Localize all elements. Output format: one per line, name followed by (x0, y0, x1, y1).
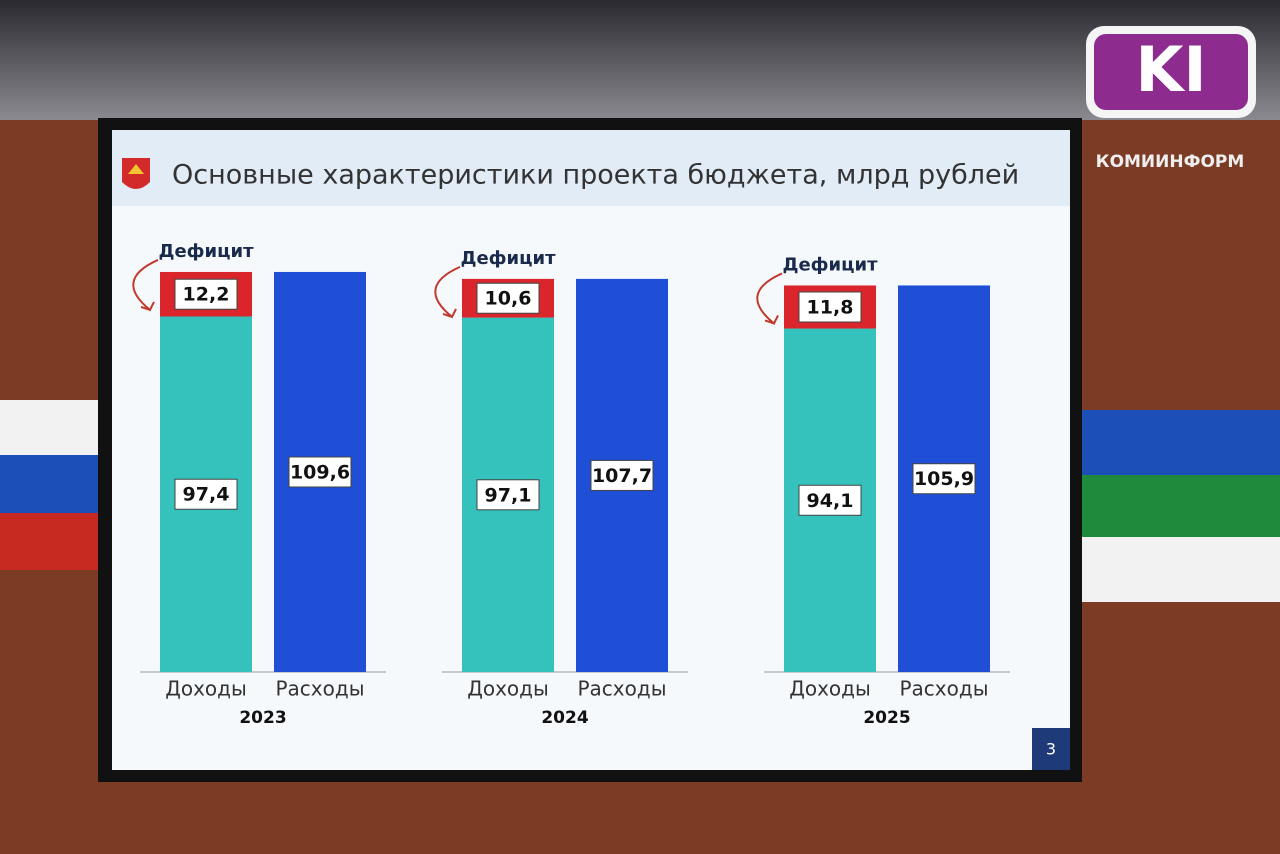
annotation: Дефицит (782, 254, 878, 275)
value-label: 105,9 (914, 468, 974, 490)
flag-stripe (1080, 537, 1280, 602)
group-label: 2025 (863, 708, 910, 728)
value-label-box (288, 456, 352, 488)
flag-stripe (1080, 475, 1280, 537)
page-badge (1032, 728, 1070, 770)
group-label: 2024 (541, 708, 588, 728)
value-label-box (798, 484, 862, 516)
value-label: 12,2 (183, 284, 230, 306)
slide-header (112, 130, 1070, 206)
value-label: 10,6 (485, 288, 532, 310)
x-tick-label: Расходы (577, 677, 666, 701)
value-label-box (476, 479, 540, 511)
value-label: 97,1 (485, 484, 532, 506)
annotation: Дефицит (460, 248, 556, 269)
flag-stripe (0, 400, 100, 455)
x-tick-label: Доходы (165, 677, 247, 701)
value-label: 94,1 (807, 490, 854, 512)
x-tick-label: Расходы (899, 677, 988, 701)
value-label-box (590, 459, 654, 491)
value-label: 97,4 (183, 484, 230, 506)
page-number: 3 (1046, 740, 1056, 759)
value-label: 11,8 (807, 297, 854, 319)
x-tick-label: Расходы (275, 677, 364, 701)
value-label-box (912, 463, 976, 495)
value-label-box (174, 278, 238, 310)
x-tick-label: Доходы (789, 677, 871, 701)
value-label-box (798, 291, 862, 323)
flag-stripe (0, 513, 100, 570)
chart-title: Основные характеристики проекта бюджета,… (172, 160, 1019, 191)
value-label-box (174, 478, 238, 510)
annotation-arrow (132, 259, 159, 312)
logo-text: KI (1135, 33, 1206, 106)
flag-stripe (1080, 410, 1280, 475)
value-label-box (476, 282, 540, 314)
annotation: Дефицит (158, 241, 254, 262)
annotation-arrow (756, 272, 783, 326)
watermark-name: КОМИИНФОРМ (1096, 152, 1245, 172)
value-label: 107,7 (592, 465, 652, 487)
logo-inner (1094, 34, 1248, 110)
flag-stripe (0, 455, 100, 513)
coat-of-arms-bird (128, 164, 144, 174)
value-label: 109,6 (290, 461, 350, 483)
x-tick-label: Доходы (467, 677, 549, 701)
group-label: 2023 (239, 708, 286, 728)
annotation-arrow (434, 265, 461, 319)
ceiling (0, 0, 1280, 120)
